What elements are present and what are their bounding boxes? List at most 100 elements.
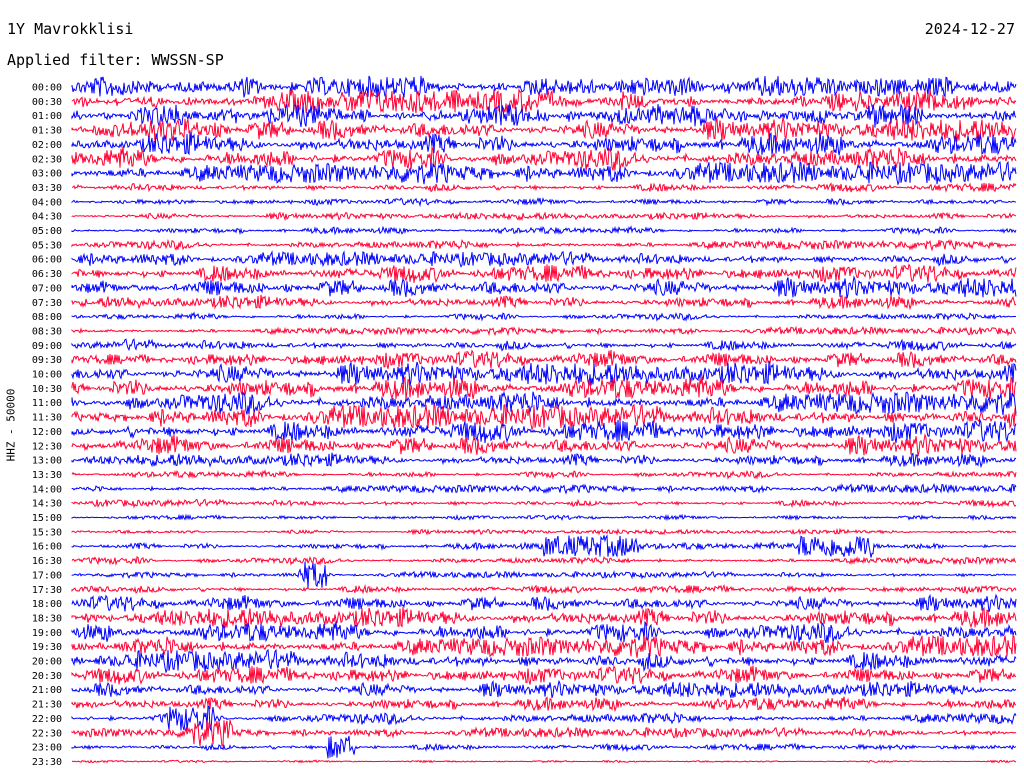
time-tick-label: 20:30: [32, 671, 62, 682]
trace-row: [71, 555, 1017, 566]
time-tick-label: 08:30: [32, 326, 62, 337]
time-tick-label: 13:00: [32, 456, 62, 467]
time-tick-label: 22:30: [32, 728, 62, 739]
trace-row: [71, 634, 1017, 658]
time-tick-label: 21:30: [32, 700, 62, 711]
time-tick-label: 15:30: [32, 527, 62, 538]
time-tick-label: 17:30: [32, 585, 62, 596]
trace-row: [71, 238, 1017, 252]
trace-row: [71, 338, 1017, 352]
trace-row: [71, 418, 1017, 444]
trace-row: [71, 513, 1017, 522]
time-tick-label: 01:00: [32, 111, 62, 122]
trace-row: [71, 719, 1017, 747]
trace-row: [71, 75, 1017, 98]
trace-row: [71, 584, 1017, 595]
time-tick-label: 08:00: [32, 312, 62, 323]
time-tick-label: 21:00: [32, 685, 62, 696]
trace-row: [71, 145, 1017, 171]
trace-row: [71, 88, 1017, 114]
trace-row: [71, 606, 1017, 629]
time-tick-label: 12:30: [32, 441, 62, 452]
time-tick-label: 02:00: [32, 140, 62, 151]
trace-row: [71, 498, 1017, 509]
time-tick-label: 06:30: [32, 269, 62, 280]
time-tick-label: 11:00: [32, 398, 62, 409]
time-tick-label: 12:00: [32, 427, 62, 438]
date-label: 2024-12-27: [924, 20, 1015, 38]
trace-row: [71, 103, 1017, 128]
time-tick-label: 04:30: [32, 212, 62, 223]
time-tick-label: 07:30: [32, 298, 62, 309]
trace-row: [71, 294, 1017, 311]
time-tick-label: 19:00: [32, 628, 62, 639]
time-tick-label: 23:00: [32, 743, 62, 754]
trace-row: [71, 704, 1017, 733]
time-tick-label: 03:00: [32, 169, 62, 180]
time-tick-label: 11:30: [32, 413, 62, 424]
trace-row: [71, 452, 1017, 469]
trace-row: [71, 197, 1017, 208]
trace-row: [71, 696, 1017, 713]
time-tick-label: 04:00: [32, 197, 62, 208]
time-tick-label: 17:00: [32, 570, 62, 581]
trace-row: [71, 620, 1017, 644]
trace-row: [71, 225, 1017, 236]
time-tick-label: 23:30: [32, 757, 62, 768]
time-tick-label: 19:30: [32, 642, 62, 653]
trace-row: [71, 561, 1017, 589]
time-tick-label: 18:30: [32, 613, 62, 624]
station-title: 1Y Mavrokklisi: [7, 20, 134, 38]
trace-row: [71, 432, 1017, 457]
time-tick-label: 14:00: [32, 484, 62, 495]
time-tick-label: 13:30: [32, 470, 62, 481]
trace-row: [71, 648, 1017, 674]
trace-row: [71, 735, 1017, 759]
time-tick-label: 10:00: [32, 370, 62, 381]
trace-row: [71, 483, 1017, 495]
filter-label: Applied filter: WWSSN-SP: [7, 51, 224, 69]
time-tick-label: 00:00: [32, 83, 62, 94]
trace-row: [71, 311, 1017, 322]
time-tick-label: 05:30: [32, 240, 62, 251]
time-tick-label: 10:30: [32, 384, 62, 395]
trace-row: [71, 117, 1017, 143]
trace-row: [71, 390, 1017, 416]
time-tick-label: 09:00: [32, 341, 62, 352]
time-tick-label: 00:30: [32, 97, 62, 108]
trace-row: [71, 325, 1017, 337]
trace-row: [71, 375, 1017, 401]
time-tick-label: 18:00: [32, 599, 62, 610]
trace-row: [71, 759, 1016, 764]
trace-row: [71, 211, 1017, 222]
time-tick-group: 00:00 00:30 01:00 01:30 02:00 02:30 03:00 03:30…: [32, 83, 62, 768]
trace-row: [71, 263, 1017, 283]
time-tick-label: 02:30: [32, 154, 62, 165]
time-tick-label: 14:30: [32, 499, 62, 510]
trace-row: [71, 250, 1017, 268]
time-tick-label: 06:00: [32, 255, 62, 266]
trace-row: [71, 679, 1017, 699]
time-tick-label: 22:00: [32, 714, 62, 725]
time-tick-label: 03:30: [32, 183, 62, 194]
trace-row: [71, 527, 1017, 536]
trace-row: [71, 160, 1017, 186]
trace-row: [71, 469, 1017, 480]
time-tick-label: 15:00: [32, 513, 62, 524]
time-tick-label: 05:00: [32, 226, 62, 237]
trace-row: [71, 665, 1017, 685]
time-tick-label: 20:00: [32, 657, 62, 668]
trace-row: [71, 349, 1017, 369]
trace-group: [71, 75, 1017, 764]
trace-row: [71, 275, 1017, 299]
trace-row: [71, 182, 1017, 193]
trace-row: [71, 131, 1017, 157]
time-tick-label: 07:00: [32, 283, 62, 294]
trace-row: [71, 361, 1017, 386]
trace-row: [71, 593, 1017, 612]
time-tick-label: 01:30: [32, 126, 62, 137]
time-tick-label: 16:30: [32, 556, 62, 567]
trace-row: [71, 534, 1017, 558]
trace-row: [71, 403, 1017, 432]
